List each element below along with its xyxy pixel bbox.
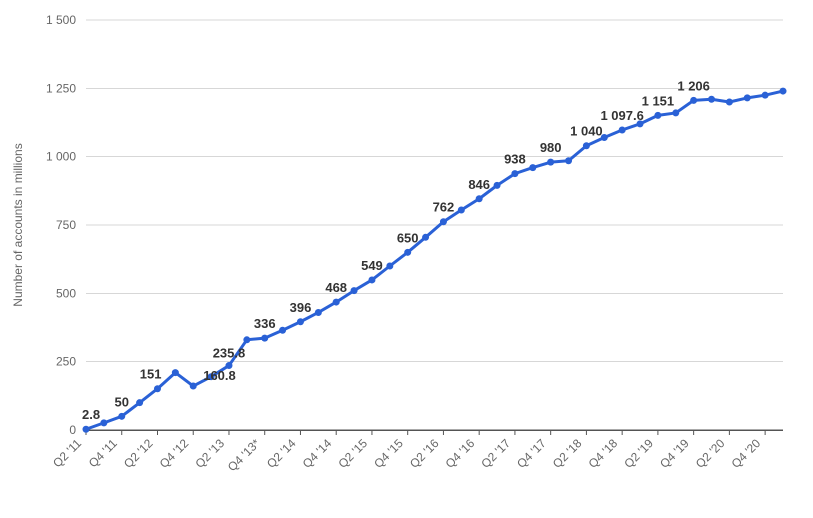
svg-text:1 000: 1 000 — [46, 150, 76, 164]
data-point — [511, 170, 518, 177]
data-point — [404, 249, 411, 256]
data-point — [672, 109, 679, 116]
data-point — [100, 419, 107, 426]
data-point — [297, 318, 304, 325]
data-label: 468 — [325, 280, 347, 295]
data-point — [440, 218, 447, 225]
data-label: 2.8 — [82, 407, 100, 422]
data-label: 1 206 — [677, 78, 710, 93]
accounts-growth-chart: 0 250 500 750 1 000 1 250 1 500 Number of accou… — [0, 0, 813, 518]
data-point — [762, 92, 769, 99]
data-point — [172, 369, 179, 376]
data-label: 1 151 — [642, 93, 675, 108]
data-point — [386, 263, 393, 270]
data-label: 762 — [433, 200, 455, 215]
data-point — [190, 383, 197, 390]
data-point — [118, 413, 125, 420]
data-point — [690, 97, 697, 104]
data-point — [422, 234, 429, 241]
svg-text:1 250: 1 250 — [46, 81, 76, 95]
data-point — [565, 157, 572, 164]
data-point — [780, 88, 787, 95]
data-label: 151 — [140, 367, 162, 382]
data-point — [494, 182, 501, 189]
svg-text:500: 500 — [56, 286, 76, 300]
data-label: 160.8 — [203, 368, 236, 383]
data-point — [744, 94, 751, 101]
data-point — [136, 399, 143, 406]
data-label: 50 — [115, 394, 129, 409]
data-label: 938 — [504, 152, 526, 167]
svg-text:1 500: 1 500 — [46, 13, 76, 27]
data-label: 1 097.6 — [600, 108, 643, 123]
data-label: 549 — [361, 258, 383, 273]
data-point — [583, 142, 590, 149]
data-label: 396 — [290, 300, 312, 315]
data-label: 846 — [468, 177, 490, 192]
data-point — [476, 195, 483, 202]
data-label: 235.8 — [213, 346, 246, 361]
data-label: 980 — [540, 140, 562, 155]
data-label: 650 — [397, 230, 419, 245]
data-point — [547, 159, 554, 166]
data-point — [458, 206, 465, 213]
data-point — [83, 426, 90, 433]
data-point — [654, 112, 661, 119]
data-point — [243, 336, 250, 343]
data-label: 1 040 — [570, 124, 603, 139]
data-label: 336 — [254, 316, 276, 331]
data-point — [279, 327, 286, 334]
data-point — [351, 287, 358, 294]
y-axis-title: Number of accounts in millions — [11, 143, 25, 306]
svg-text:750: 750 — [56, 218, 76, 232]
data-point — [529, 164, 536, 171]
chart-svg: 0 250 500 750 1 000 1 250 1 500 Number of accou… — [0, 0, 813, 518]
data-point — [708, 96, 715, 103]
data-point — [619, 126, 626, 133]
data-point — [154, 385, 161, 392]
svg-text:250: 250 — [56, 355, 76, 369]
data-point — [261, 335, 268, 342]
svg-text:0: 0 — [69, 423, 76, 437]
data-point — [315, 309, 322, 316]
data-point — [368, 276, 375, 283]
data-point — [726, 99, 733, 106]
data-point — [333, 299, 340, 306]
